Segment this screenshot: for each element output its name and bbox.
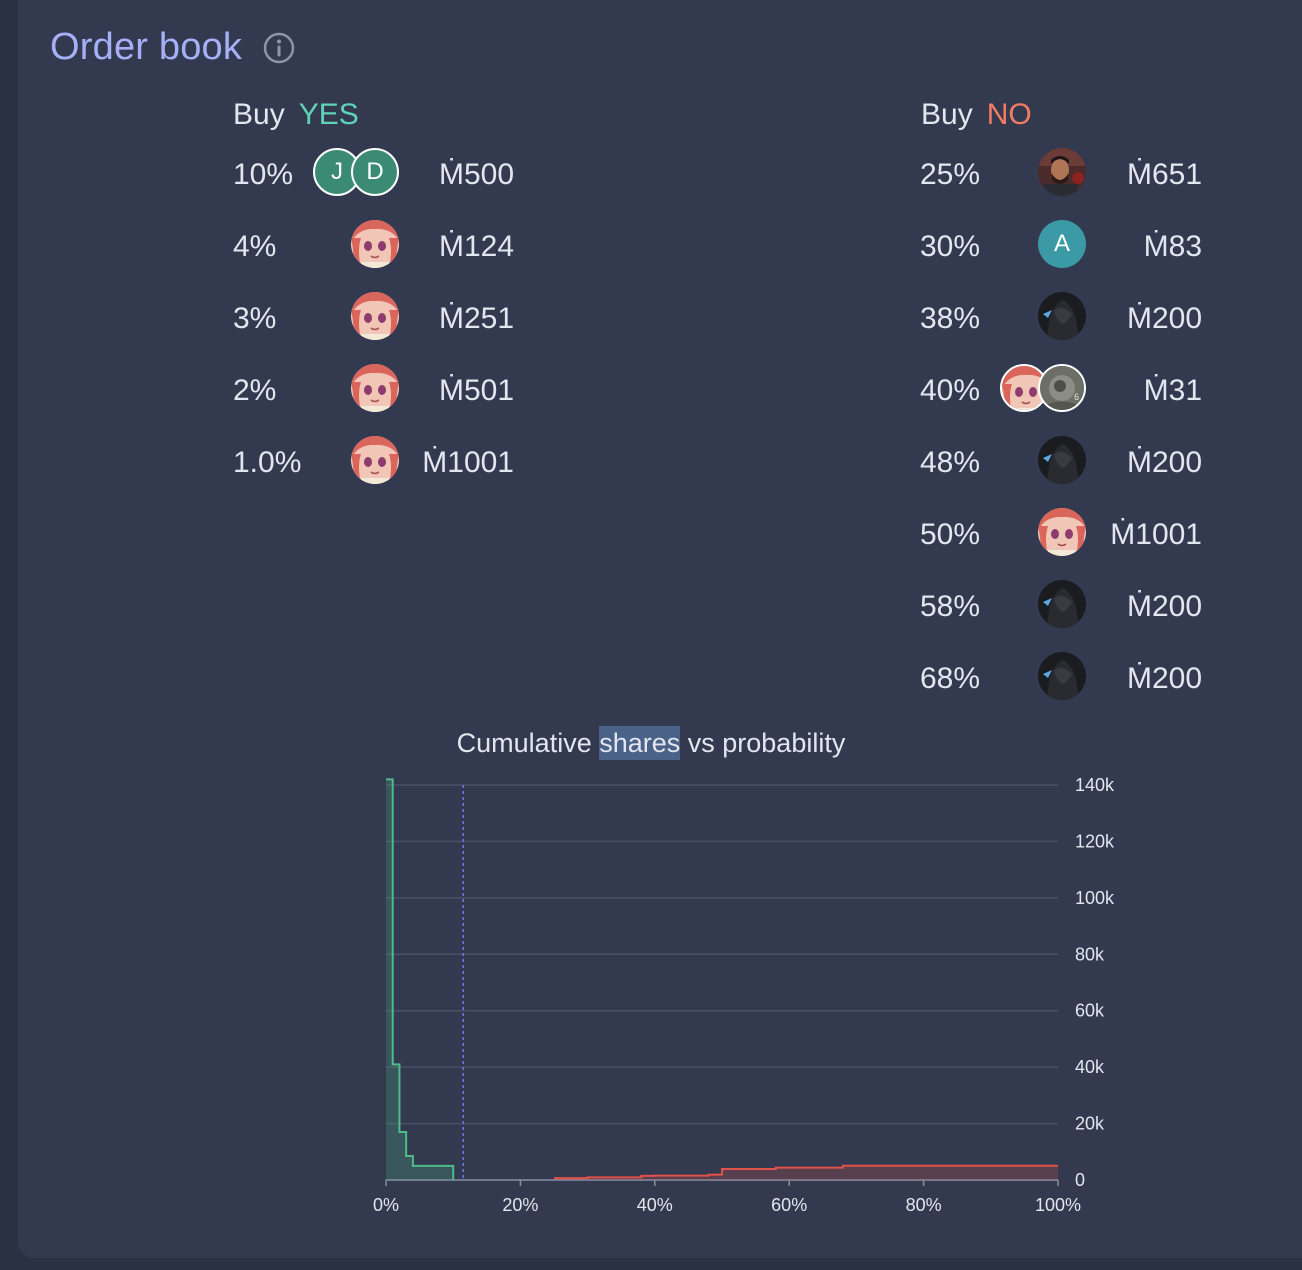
avatar[interactable] <box>351 436 399 484</box>
y-tick-label: 80k <box>1075 944 1105 964</box>
order-probability: 40% <box>920 374 981 407</box>
yes-order-row: 2% Ṁ501 <box>233 364 514 416</box>
yes-order-row: 10% J D Ṁ500 <box>233 148 514 200</box>
order-avatars <box>1038 508 1086 558</box>
order-avatars <box>1038 580 1086 630</box>
no-order-row: 38% Ṁ200 <box>920 292 1202 344</box>
order-amount: Ṁ500 <box>438 158 514 191</box>
order-avatars <box>1038 148 1086 198</box>
order-avatars <box>351 220 399 270</box>
avatar[interactable] <box>1038 436 1086 484</box>
y-tick-label: 60k <box>1075 1001 1105 1021</box>
y-tick-label: 120k <box>1075 831 1115 851</box>
x-tick-label: 100% <box>1035 1195 1081 1215</box>
order-amount: Ṁ200 <box>1126 302 1202 335</box>
avatar[interactable]: D <box>351 148 399 196</box>
chart-title: Cumulative shares vs probability <box>0 726 1302 760</box>
order-avatars <box>1038 436 1086 486</box>
yes-order-row: 4% Ṁ124 <box>233 220 514 272</box>
no-order-row: 48% Ṁ200 <box>920 436 1202 488</box>
yes-area <box>386 779 454 1180</box>
y-tick-label: 100k <box>1075 888 1115 908</box>
order-probability: 30% <box>920 230 981 263</box>
order-probability: 1.0% <box>233 446 302 479</box>
y-tick-label: 20k <box>1075 1114 1105 1134</box>
yes-label: YES <box>298 98 359 131</box>
order-amount: Ṁ200 <box>1126 662 1202 695</box>
buy-yes-heading: Buy YES <box>233 98 359 132</box>
no-order-row: 30% A Ṁ83 <box>920 220 1202 272</box>
order-avatars: A <box>1038 220 1086 270</box>
order-avatars <box>351 292 399 342</box>
order-probability: 10% <box>233 158 294 191</box>
order-amount: Ṁ1001 <box>1110 518 1202 551</box>
avatar[interactable] <box>351 364 399 412</box>
avatar[interactable]: J <box>313 148 361 196</box>
order-avatars <box>351 436 399 486</box>
order-amount: Ṁ200 <box>1126 446 1202 479</box>
order-avatars <box>351 364 399 414</box>
avatar[interactable] <box>1038 292 1086 340</box>
avatar[interactable]: A <box>1038 220 1086 268</box>
x-tick-label: 0% <box>373 1195 399 1215</box>
avatar[interactable] <box>1038 580 1086 628</box>
info-icon[interactable] <box>262 31 296 65</box>
svg-text:6: 6 <box>1074 392 1079 402</box>
y-tick-label: 40k <box>1075 1057 1105 1077</box>
order-probability: 2% <box>233 374 277 407</box>
order-amount: Ṁ31 <box>1143 374 1202 407</box>
order-probability: 48% <box>920 446 981 479</box>
order-probability: 3% <box>233 302 277 335</box>
no-order-row: 58% Ṁ200 <box>920 580 1202 632</box>
y-tick-label: 0 <box>1075 1170 1085 1190</box>
order-probability: 50% <box>920 518 981 551</box>
avatar[interactable] <box>1038 148 1086 196</box>
order-amount: Ṁ251 <box>438 302 514 335</box>
order-avatars: 6 <box>1000 364 1086 414</box>
yes-order-row: 3% Ṁ251 <box>233 292 514 344</box>
order-book-header: Order book <box>50 26 296 69</box>
buy-label: Buy <box>233 98 285 131</box>
yes-series-line <box>386 778 455 1180</box>
order-amount: Ṁ651 <box>1126 158 1202 191</box>
buy-no-heading: Buy NO <box>921 98 1032 132</box>
buy-label: Buy <box>921 98 973 131</box>
x-tick-label: 60% <box>771 1195 807 1215</box>
order-amount: Ṁ1001 <box>422 446 514 479</box>
order-probability: 4% <box>233 230 277 263</box>
order-amount: Ṁ501 <box>438 374 514 407</box>
no-order-row: 50% Ṁ1001 <box>920 508 1202 560</box>
order-amount: Ṁ83 <box>1143 230 1202 263</box>
order-probability: 58% <box>920 590 981 623</box>
x-tick-label: 20% <box>502 1195 538 1215</box>
order-avatars <box>1038 652 1086 702</box>
order-amount: Ṁ124 <box>438 230 514 263</box>
avatar[interactable] <box>1038 508 1086 556</box>
no-label: NO <box>986 98 1032 131</box>
x-tick-label: 40% <box>637 1195 673 1215</box>
order-amount: Ṁ200 <box>1126 590 1202 623</box>
no-order-row: 68% Ṁ200 <box>920 652 1202 704</box>
avatar[interactable] <box>1038 652 1086 700</box>
chart-title-pre: Cumulative <box>456 728 600 758</box>
chart-title-post: vs probability <box>680 728 846 758</box>
no-series-line <box>554 1164 1058 1180</box>
y-tick-label: 140k <box>1075 775 1115 795</box>
order-avatars <box>1038 292 1086 342</box>
order-probability: 68% <box>920 662 981 695</box>
avatar[interactable] <box>351 292 399 340</box>
order-book-panel <box>18 0 1302 1258</box>
no-order-row: 25% Ṁ651 <box>920 148 1202 200</box>
avatar[interactable] <box>351 220 399 268</box>
page-title: Order book <box>50 26 243 68</box>
yes-order-row: 1.0% Ṁ1001 <box>233 436 514 488</box>
order-probability: 25% <box>920 158 981 191</box>
order-probability: 38% <box>920 302 981 335</box>
avatar[interactable]: 6 <box>1038 364 1086 412</box>
no-order-row: 40% 6 Ṁ31 <box>920 364 1202 416</box>
x-tick-label: 80% <box>906 1195 942 1215</box>
chart-title-highlight: shares <box>599 726 681 760</box>
